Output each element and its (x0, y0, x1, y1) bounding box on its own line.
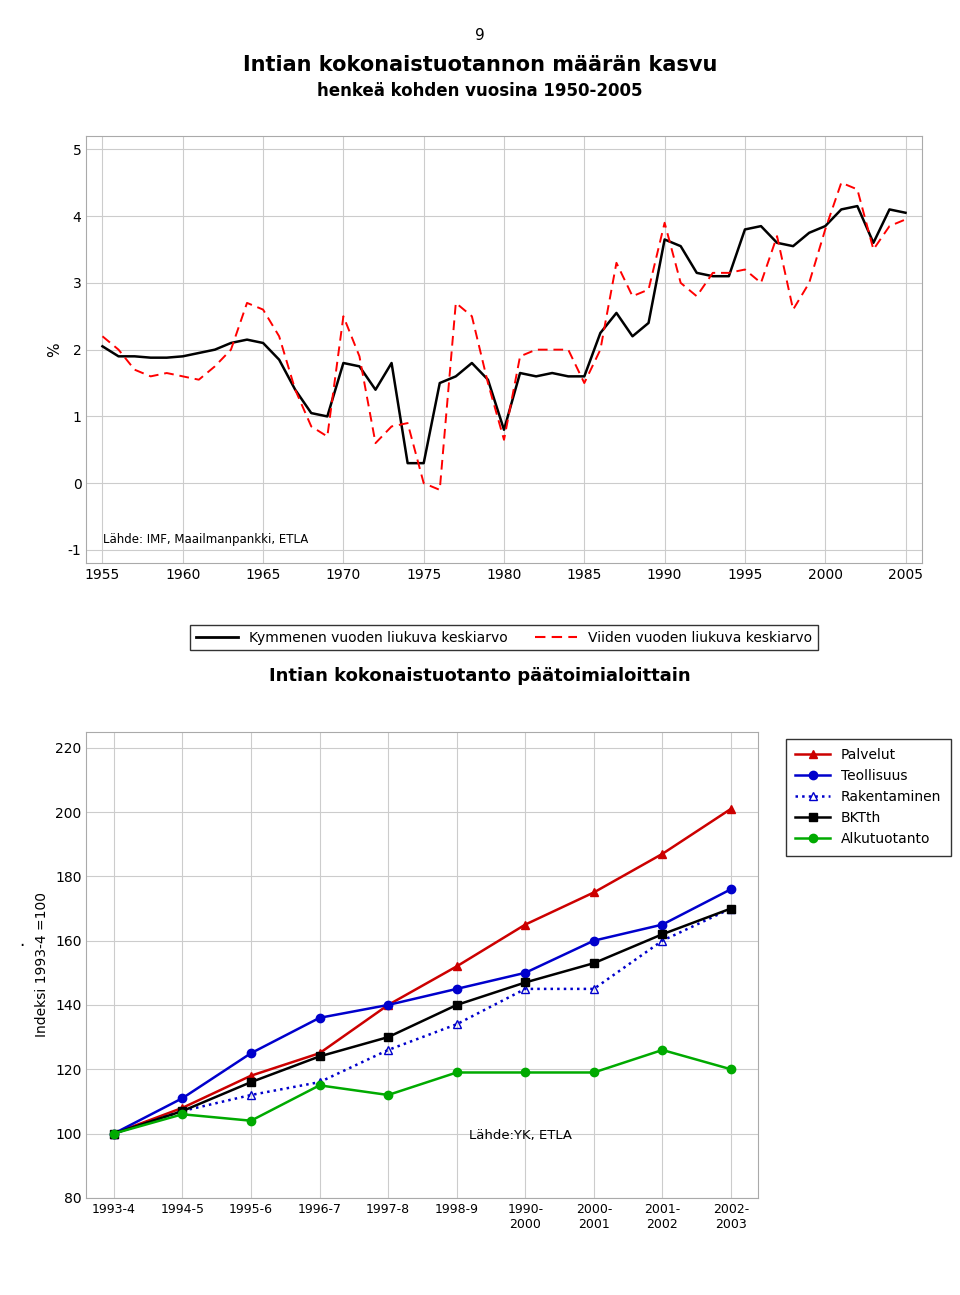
Palvelut (725, 802, 736, 817)
Palvelut (108, 1125, 120, 1141)
Alkutuotanto (108, 1125, 120, 1141)
BKTth (657, 926, 668, 941)
Text: Lähde:YK, ETLA: Lähde:YK, ETLA (469, 1129, 572, 1142)
Palvelut (657, 846, 668, 861)
Rakentaminen (451, 1017, 463, 1032)
Line: Alkutuotanto: Alkutuotanto (109, 1046, 735, 1138)
Line: Palvelut: Palvelut (109, 804, 735, 1138)
Text: Intian kokonaistuotanto päätoimialoittain: Intian kokonaistuotanto päätoimialoittai… (269, 667, 691, 685)
Palvelut (245, 1068, 256, 1084)
Alkutuotanto (588, 1064, 600, 1080)
Palvelut (519, 917, 531, 932)
Teollisuus (108, 1125, 120, 1141)
Alkutuotanto (519, 1064, 531, 1080)
Rakentaminen (382, 1042, 394, 1058)
Teollisuus (588, 932, 600, 948)
Palvelut (588, 884, 600, 900)
Text: henkeä kohden vuosina 1950-2005: henkeä kohden vuosina 1950-2005 (317, 82, 643, 100)
Text: Intian kokonaistuotannon määrän kasvu: Intian kokonaistuotannon määrän kasvu (243, 54, 717, 75)
Rakentaminen (177, 1103, 188, 1119)
BKTth (725, 901, 736, 917)
BKTth (314, 1049, 325, 1064)
Rakentaminen (314, 1075, 325, 1090)
Teollisuus (725, 882, 736, 897)
Rakentaminen (725, 901, 736, 917)
Rakentaminen (657, 932, 668, 948)
Text: 9: 9 (475, 28, 485, 44)
BKTth (245, 1075, 256, 1090)
Teollisuus (451, 982, 463, 997)
Teollisuus (245, 1045, 256, 1061)
BKTth (177, 1103, 188, 1119)
BKTth (382, 1030, 394, 1045)
Rakentaminen (245, 1088, 256, 1103)
BKTth (451, 997, 463, 1013)
Text: .: . (19, 932, 24, 951)
Alkutuotanto (177, 1106, 188, 1121)
Alkutuotanto (657, 1042, 668, 1058)
BKTth (588, 956, 600, 971)
Line: Rakentaminen: Rakentaminen (109, 904, 735, 1138)
Y-axis label: Indeksi 1993-4 =100: Indeksi 1993-4 =100 (36, 892, 50, 1037)
Teollisuus (382, 997, 394, 1013)
Alkutuotanto (314, 1077, 325, 1093)
Y-axis label: %: % (47, 342, 62, 357)
Rakentaminen (519, 982, 531, 997)
Alkutuotanto (382, 1088, 394, 1103)
BKTth (519, 975, 531, 991)
Teollisuus (177, 1090, 188, 1106)
Alkutuotanto (451, 1064, 463, 1080)
Palvelut (382, 997, 394, 1013)
Rakentaminen (588, 982, 600, 997)
BKTth (108, 1125, 120, 1141)
Alkutuotanto (725, 1062, 736, 1077)
Legend: Palvelut, Teollisuus, Rakentaminen, BKTth, Alkutuotanto: Palvelut, Teollisuus, Rakentaminen, BKTt… (785, 738, 951, 856)
Teollisuus (657, 917, 668, 932)
Palvelut (451, 958, 463, 974)
Line: BKTth: BKTth (109, 904, 735, 1138)
Palvelut (314, 1045, 325, 1061)
Rakentaminen (108, 1125, 120, 1141)
Line: Teollisuus: Teollisuus (109, 884, 735, 1138)
Teollisuus (519, 965, 531, 980)
Legend: Kymmenen vuoden liukuva keskiarvo, Viiden vuoden liukuva keskiarvo: Kymmenen vuoden liukuva keskiarvo, Viide… (190, 625, 818, 650)
Palvelut (177, 1099, 188, 1115)
Alkutuotanto (245, 1112, 256, 1128)
Teollisuus (314, 1010, 325, 1026)
Text: Lähde: IMF, Maailmanpankki, ETLA: Lähde: IMF, Maailmanpankki, ETLA (103, 534, 308, 546)
